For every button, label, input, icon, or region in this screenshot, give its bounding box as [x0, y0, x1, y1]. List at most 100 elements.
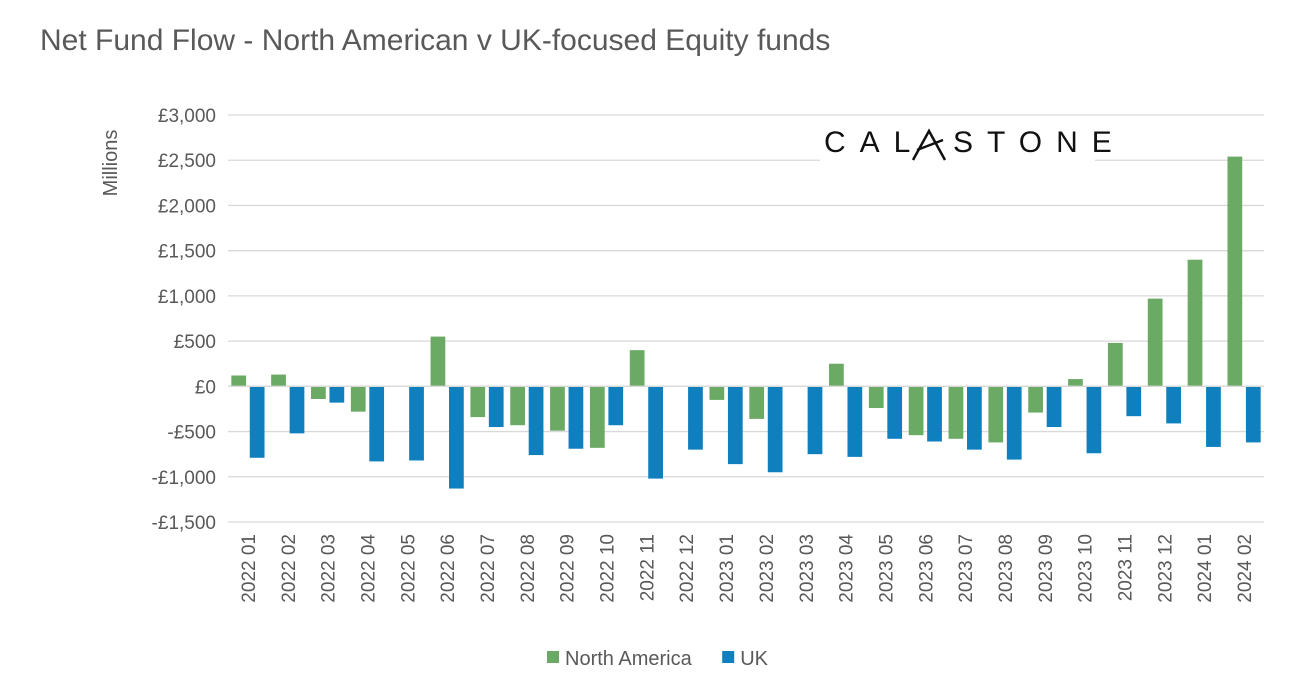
bar-uk	[1086, 386, 1102, 454]
x-tick-label: 2024 02	[1235, 534, 1256, 603]
x-tick-label: 2023 03	[797, 534, 818, 603]
y-tick-label: -£1,000	[152, 468, 216, 489]
bar-uk	[1206, 386, 1221, 447]
x-tick-label: 2023 04	[837, 534, 858, 603]
bar-uk	[807, 386, 823, 455]
bar-north-america	[749, 386, 765, 419]
logo-background	[820, 120, 1095, 162]
bar-north-america	[350, 386, 366, 412]
legend-label: North America	[565, 648, 693, 670]
bar-north-america	[1187, 259, 1203, 387]
bar-uk	[887, 386, 903, 439]
bar-north-america	[271, 374, 286, 387]
bar-north-america	[868, 386, 884, 409]
bar-north-america	[629, 350, 645, 387]
bar-uk	[449, 386, 464, 489]
y-tick-label: £3,000	[158, 106, 216, 127]
bar-north-america	[470, 386, 486, 418]
y-axis-label: Millions	[100, 130, 122, 197]
legend: North America UK	[547, 648, 769, 670]
bar-north-america	[829, 363, 844, 387]
y-axis-title: Millions	[100, 130, 122, 197]
bar-uk	[1046, 386, 1062, 428]
x-tick-label: 2022 06	[438, 534, 459, 603]
bar-north-america	[510, 386, 525, 426]
chart-title: Net Fund Flow - North American v UK-focu…	[40, 24, 831, 57]
x-tick-label: 2023 09	[1036, 534, 1057, 603]
legend-label: UK	[740, 648, 768, 670]
bar-north-america	[311, 386, 326, 399]
bar-uk	[847, 386, 863, 457]
legend-swatch	[722, 651, 735, 663]
bar-north-america	[908, 386, 924, 436]
x-tick-label: 2023 08	[996, 534, 1017, 603]
y-tick-label: -£1,500	[152, 513, 216, 534]
bar-uk	[688, 386, 703, 450]
x-tick-label: 2022 09	[558, 534, 579, 603]
axes: £3,000 £2,500 £2,000 £1,500 £1,000 £500 £0 -£50…	[152, 106, 1264, 603]
bar-uk	[608, 386, 624, 426]
bar-uk	[1126, 386, 1142, 417]
x-tick-label: 2022 10	[598, 534, 619, 603]
bar-north-america	[1028, 386, 1043, 413]
bar-uk	[568, 386, 584, 449]
bar-uk	[488, 386, 504, 428]
x-tick-label: 2022 02	[279, 534, 300, 603]
x-tick-label: 2022 12	[677, 534, 698, 603]
bar-uk	[1166, 386, 1181, 424]
bar-north-america	[550, 386, 565, 431]
y-tick-label: -£500	[167, 423, 216, 444]
x-tick-label: 2023 11	[1116, 534, 1137, 601]
logo-mark-slash-icon	[916, 138, 944, 152]
bar-uk	[927, 386, 942, 442]
y-tick-label: £2,500	[158, 151, 216, 172]
x-tick-label: 2022 11	[637, 534, 658, 601]
x-tick-label: 2023 07	[956, 534, 977, 603]
bar-uk	[249, 386, 265, 458]
bar-uk	[1245, 386, 1261, 443]
bar-north-america	[1068, 379, 1083, 387]
x-tick-label: 2023 02	[757, 534, 778, 603]
y-tick-label: £1,500	[158, 242, 216, 263]
bar-uk	[329, 386, 345, 403]
bar-uk	[409, 386, 424, 461]
bar-north-america	[430, 336, 446, 387]
x-tick-label: 2023 12	[1155, 534, 1176, 603]
bar-north-america	[1107, 342, 1123, 387]
x-tick-label: 2023 06	[916, 534, 937, 603]
x-tick-label: 2022 01	[239, 534, 260, 603]
bars	[231, 156, 1261, 489]
logo-text-right: STONE	[953, 126, 1126, 159]
bar-uk	[289, 386, 305, 434]
bar-uk	[727, 386, 743, 465]
y-tick-label: £1,000	[158, 287, 216, 308]
x-tick-label: 2022 04	[358, 534, 379, 603]
x-tick-label: 2022 08	[518, 534, 539, 603]
x-tick-label: 2023 05	[876, 534, 897, 603]
y-tick-label: £0	[195, 377, 216, 398]
bar-uk	[369, 386, 385, 462]
calastone-logo: CAL STONE	[820, 120, 1126, 162]
y-tick-label: £500	[174, 332, 216, 353]
bar-north-america	[589, 386, 605, 448]
bar-north-america	[988, 386, 1004, 443]
legend-swatch	[547, 651, 559, 663]
x-tick-label: 2024 01	[1195, 534, 1216, 603]
x-tick-label: 2022 03	[319, 534, 340, 603]
x-tick-label: 2022 07	[478, 534, 499, 603]
bar-uk	[528, 386, 544, 456]
bar-north-america	[1227, 156, 1243, 387]
bar-north-america	[948, 386, 964, 439]
bar-uk	[967, 386, 982, 450]
bar-uk	[648, 386, 663, 479]
logo-text-left: CAL	[824, 126, 924, 159]
y-tick-label: £2,000	[158, 196, 216, 217]
x-tick-label: 2022 05	[398, 534, 419, 603]
bar-north-america	[231, 375, 247, 387]
bar-uk	[1006, 386, 1022, 460]
x-tick-label: 2023 01	[717, 534, 738, 603]
bar-north-america	[1147, 298, 1163, 387]
bar-uk	[767, 386, 783, 473]
x-tick-label: 2023 10	[1076, 534, 1097, 603]
